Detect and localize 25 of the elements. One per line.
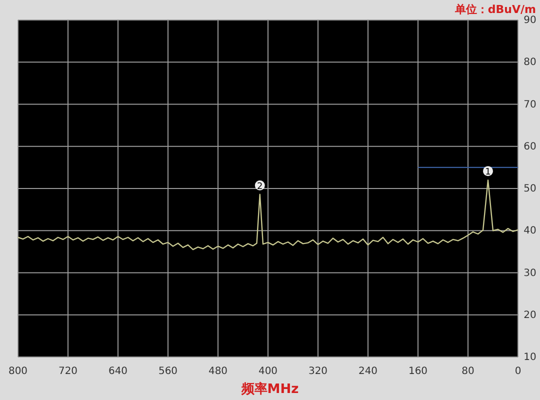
y-tick-label: 40	[524, 226, 536, 237]
x-tick-label: 800	[8, 366, 28, 377]
y-tick-label: 10	[524, 352, 536, 363]
x-tick-label: 640	[108, 366, 128, 377]
x-tick-label: 720	[58, 366, 78, 377]
x-tick-label: 560	[158, 366, 178, 377]
y-tick-label: 30	[524, 268, 536, 279]
x-tick-label: 160	[408, 366, 428, 377]
annotation: 1	[485, 168, 491, 178]
x-tick-label: 400	[258, 366, 278, 377]
x-tick-label: 480	[208, 366, 228, 377]
line-series	[17, 179, 519, 250]
x-tick-label: 320	[308, 366, 328, 377]
annotation: 2	[257, 182, 263, 192]
y-axis-title: 单位：dBuV/m	[454, 3, 536, 16]
y-tick-label: 70	[524, 99, 536, 110]
y-tick-label: 50	[524, 184, 536, 194]
y-tick-label: 60	[524, 141, 536, 152]
x-tick-label: 0	[514, 366, 522, 377]
y-tick-label: 20	[524, 310, 536, 321]
x-tick-label: 240	[358, 366, 378, 377]
y-tick-label: 90	[524, 15, 536, 26]
x-axis-title: 频率MHz	[240, 381, 299, 397]
x-tick-label: 80	[462, 366, 474, 377]
y-tick-label: 80	[524, 57, 536, 68]
